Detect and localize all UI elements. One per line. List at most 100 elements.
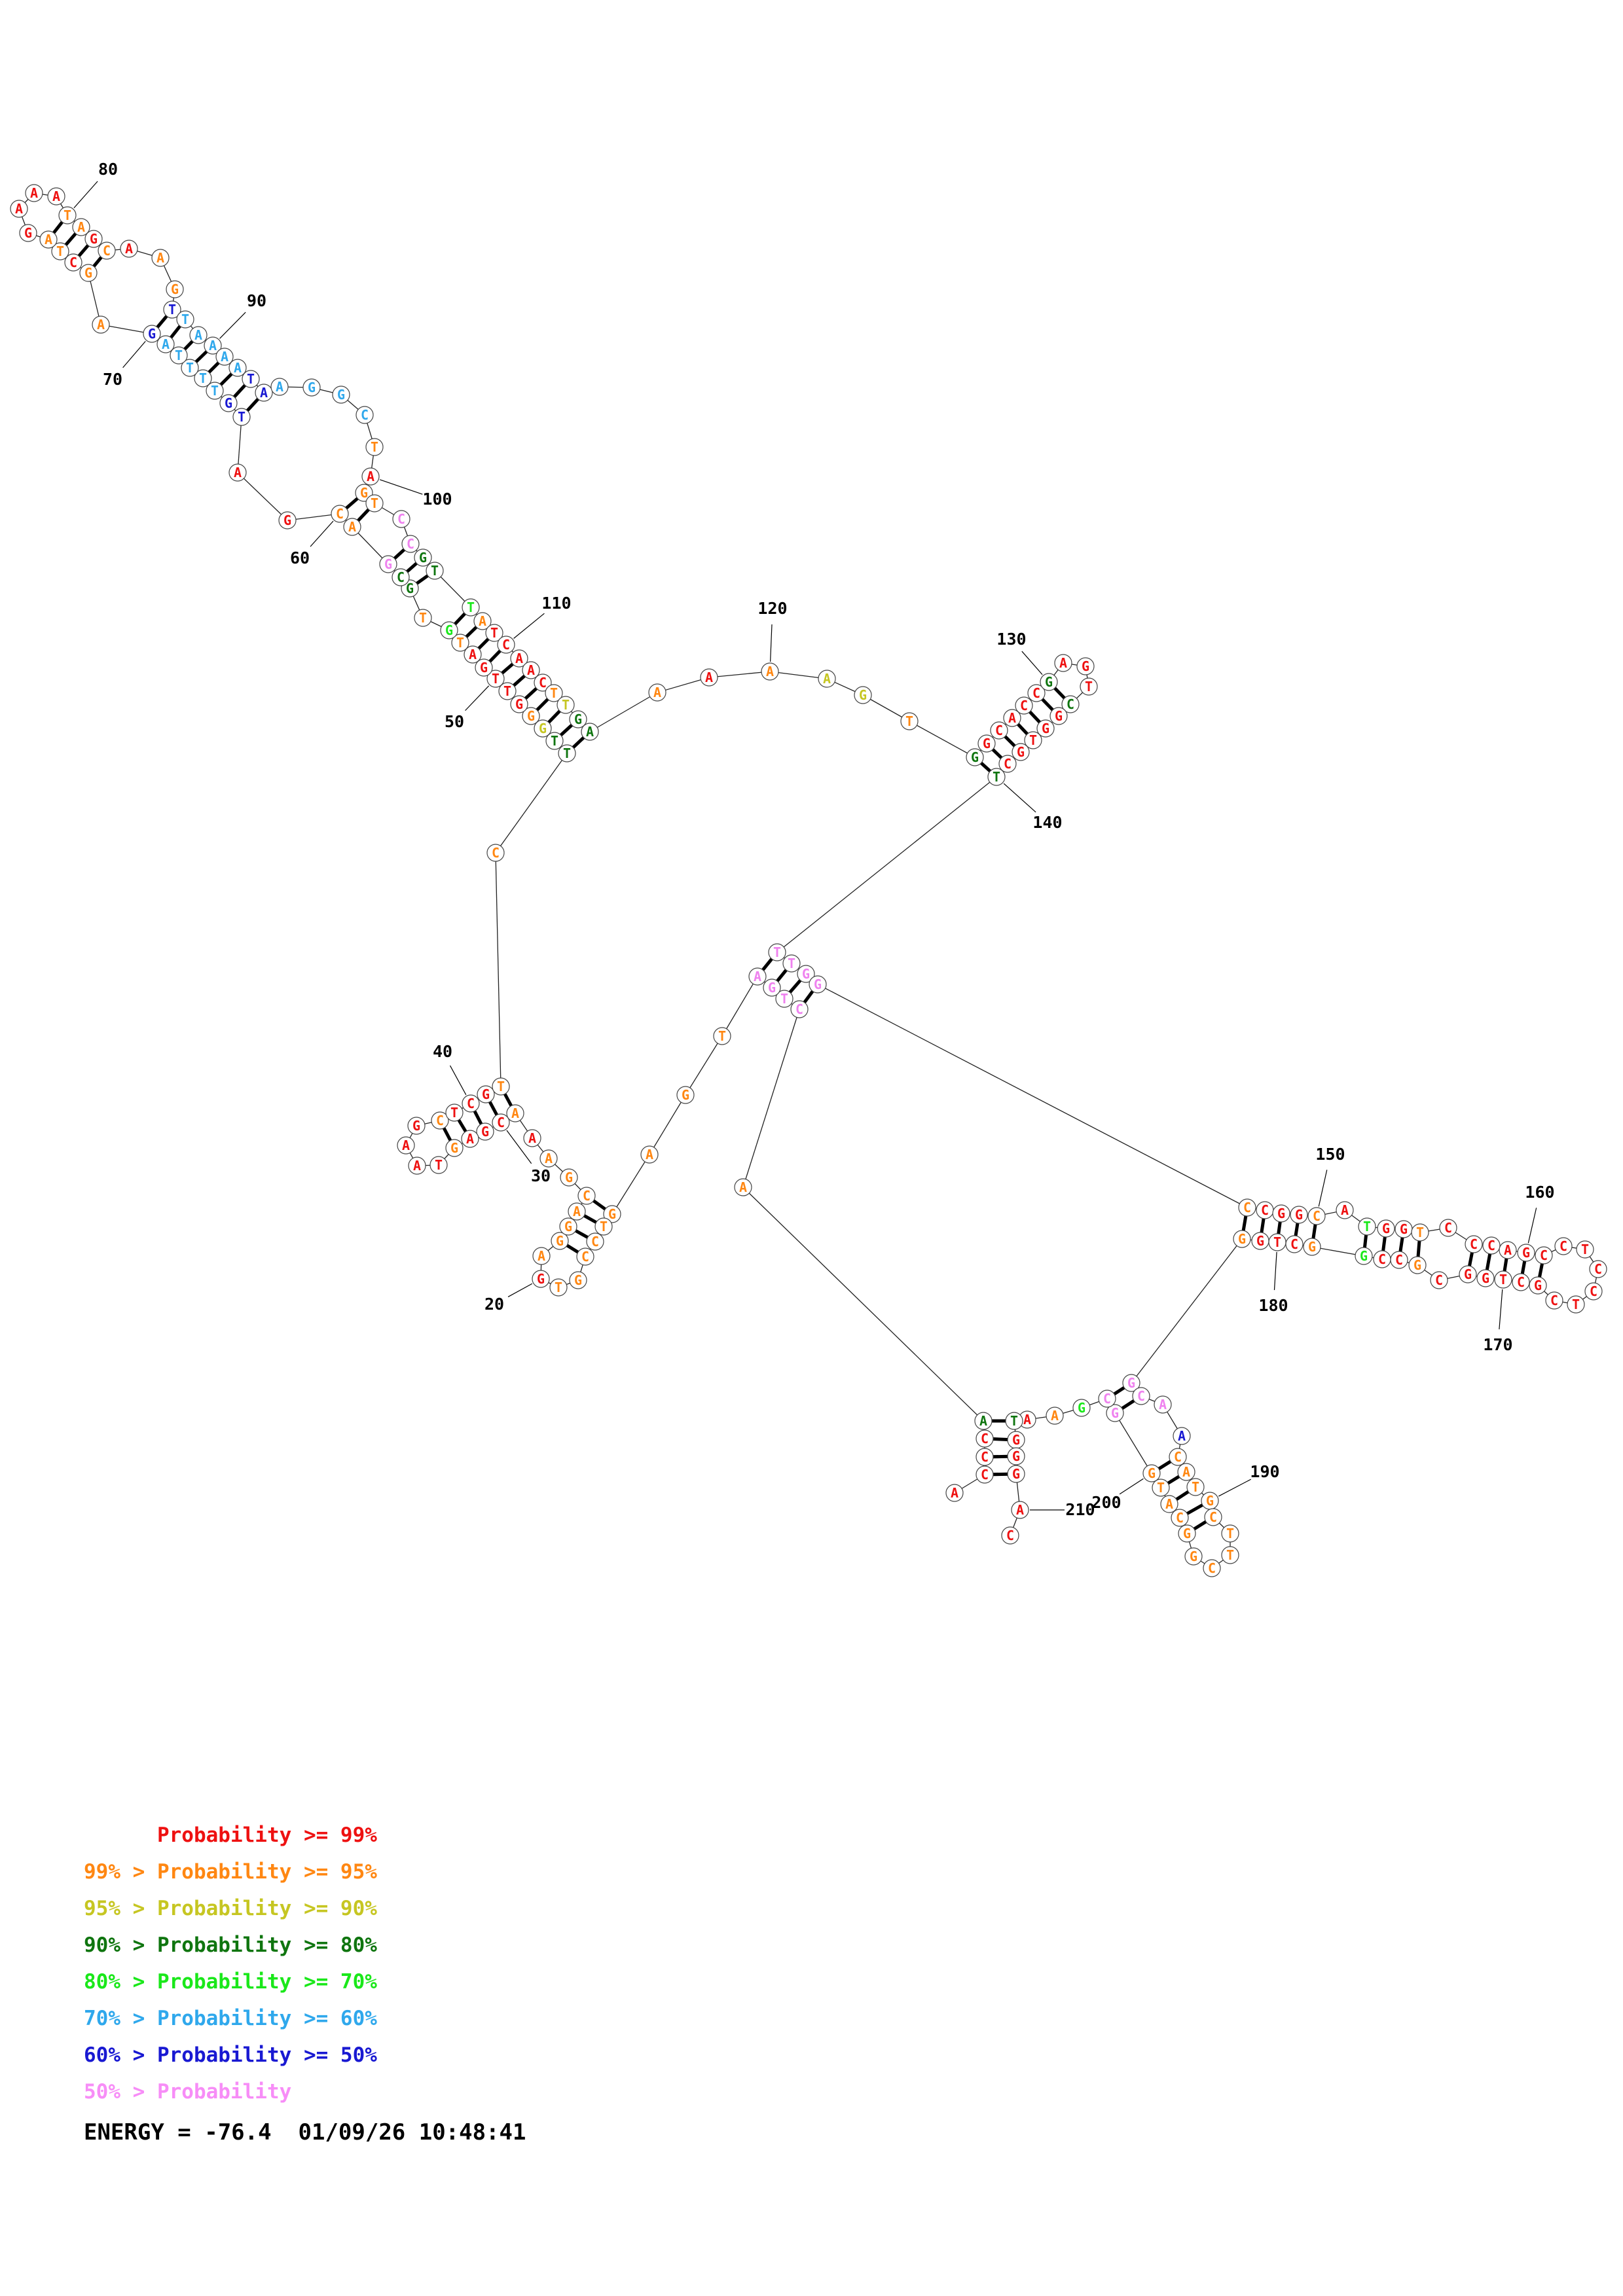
nucleotide-circle: [232, 408, 251, 426]
nucleotide-circle: [1584, 1282, 1603, 1300]
nucleotide-base-T: T: [551, 733, 558, 749]
position-label-130: 130: [996, 630, 1026, 649]
nucleotide-base-T: T: [1226, 1526, 1234, 1541]
nucleotide-base-G: G: [308, 380, 316, 395]
nucleotide-circle: [1204, 1508, 1222, 1526]
nucleotide-circle: [19, 224, 37, 242]
nucleotide-circle: [39, 230, 58, 249]
nucleotide-base-T: T: [1029, 732, 1037, 748]
nucleotide-circle: [156, 335, 175, 353]
nucleotide-base-C: C: [981, 1467, 989, 1482]
nucleotide-base-A: A: [221, 349, 228, 365]
nucleotide-circle: [462, 1094, 480, 1113]
nucleotide-circle: [302, 378, 321, 397]
nucleotide-base-T: T: [419, 610, 427, 626]
nucleotide-base-T: T: [563, 745, 571, 761]
nucleotide-circle: [1290, 1206, 1308, 1224]
nucleotide-base-C: C: [981, 1431, 989, 1446]
nucleotide-circle: [475, 658, 493, 677]
nucleotide-base-G: G: [1295, 1207, 1303, 1223]
nucleotide-base-C: C: [1209, 1509, 1217, 1525]
legend-row-95: 99% > Probability >= 95%: [84, 1860, 377, 1884]
nucleotide-circle: [464, 645, 482, 664]
nucleotide-base-A: A: [194, 327, 202, 343]
nucleotide-base-G: G: [527, 708, 535, 724]
nucleotide-base-A: A: [209, 338, 217, 353]
nucleotide-circle: [1173, 1427, 1191, 1445]
nucleotide-circle: [568, 1202, 586, 1221]
nucleotide-circle: [356, 406, 374, 424]
label-leader-line: [1273, 1251, 1277, 1291]
nucleotide-circle: [84, 230, 103, 248]
nucleotide-circle: [556, 696, 575, 714]
nucleotide-base-T: T: [1192, 1479, 1199, 1495]
nucleotide-base-C: C: [1137, 1388, 1145, 1404]
nucleotide-base-A: A: [1023, 1412, 1031, 1427]
nucleotide-circle: [603, 1205, 621, 1223]
nucleotide-circle: [1005, 1412, 1023, 1430]
nucleotide-circle: [748, 967, 767, 986]
nucleotide-circle: [1411, 1223, 1429, 1242]
nucleotide-base-A: A: [823, 671, 831, 687]
nucleotide-base-C: C: [1004, 756, 1012, 772]
nucleotide-circle: [761, 662, 779, 681]
nucleotide-base-A: A: [1165, 1496, 1173, 1512]
backbone-line: [721, 976, 758, 1037]
backbone-line: [708, 671, 771, 678]
nucleotide-circle: [1177, 1463, 1195, 1481]
nucleotide-base-T: T: [64, 207, 71, 223]
nucleotide-base-T: T: [550, 685, 558, 701]
nucleotide-base-T: T: [718, 1028, 726, 1044]
position-label-120: 120: [757, 599, 787, 618]
nucleotide-base-A: A: [705, 670, 713, 685]
nucleotide-base-A: A: [413, 1158, 421, 1174]
nucleotide-circle: [1160, 1495, 1178, 1513]
energy-readout: ENERGY = -76.4 01/09/26 10:48:41: [84, 2119, 526, 2145]
nucleotide-circle: [1154, 1395, 1172, 1414]
nucleotide-base-G: G: [481, 1124, 489, 1139]
nucleotide-base-A: A: [528, 1130, 536, 1146]
nucleotide-circle: [343, 518, 361, 536]
nucleotide-circle: [560, 1168, 578, 1187]
nucleotide-base-G: G: [802, 966, 810, 982]
backbone-line: [657, 677, 710, 693]
nucleotide-base-C: C: [1395, 1252, 1403, 1268]
nucleotide-base-C: C: [1067, 696, 1074, 712]
nucleotide-base-T: T: [186, 360, 194, 376]
nucleotide-base-A: A: [276, 379, 283, 395]
nucleotide-circle: [534, 673, 552, 692]
nucleotide-base-A: A: [1159, 1397, 1167, 1412]
label-leader-line: [1499, 1289, 1503, 1330]
nucleotide-base-G: G: [84, 265, 92, 281]
nucleotide-base-C: C: [1174, 1449, 1182, 1465]
nucleotide-circle: [1535, 1246, 1553, 1265]
nucleotide-base-C: C: [1378, 1251, 1386, 1267]
nucleotide-circle: [462, 598, 480, 617]
nucleotide-circle: [414, 609, 432, 627]
label-leader-line: [219, 312, 246, 339]
backbone-line: [589, 692, 658, 732]
nucleotide-circle: [576, 1247, 594, 1266]
nucleotide-base-T: T: [435, 1157, 443, 1173]
nucleotide-circle: [1027, 684, 1046, 702]
nucleotide-base-G: G: [1190, 1549, 1197, 1564]
nucleotide-circle: [492, 1077, 510, 1096]
nucleotide-circle: [498, 682, 517, 700]
nucleotide-base-A: A: [1341, 1202, 1349, 1218]
nucleotide-base-G: G: [983, 736, 991, 751]
nucleotide-circle: [401, 535, 420, 553]
nucleotide-circle: [510, 649, 528, 668]
nucleotide-circle: [392, 510, 410, 528]
nucleotide-base-T: T: [497, 1079, 505, 1094]
backbone-line: [649, 1094, 686, 1155]
nucleotide-base-A: A: [125, 241, 133, 257]
nucleotide-circle: [79, 264, 98, 282]
nucleotide-circle: [1011, 1501, 1029, 1519]
nucleotide-base-T: T: [56, 243, 64, 259]
position-label-100: 100: [422, 490, 452, 509]
position-label-60: 60: [290, 548, 310, 567]
nucleotide-base-C: C: [497, 1115, 505, 1130]
nucleotide-circle: [1012, 743, 1030, 761]
nucleotide-base-T: T: [503, 683, 511, 699]
